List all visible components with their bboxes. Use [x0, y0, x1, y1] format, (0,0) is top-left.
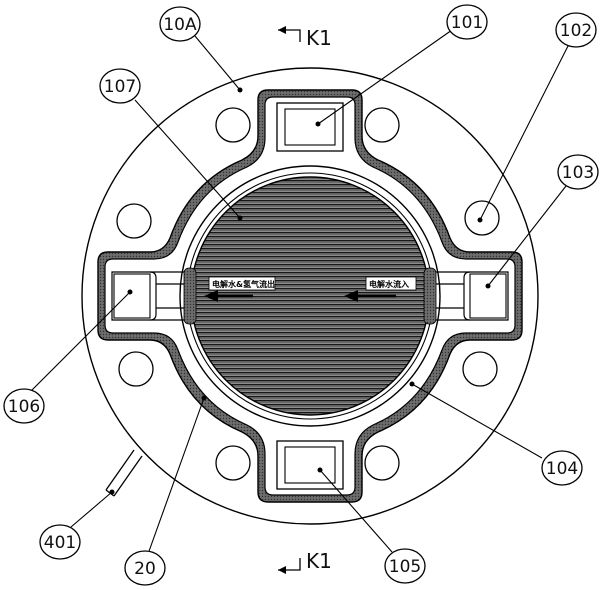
right-annotation-bg [365, 276, 417, 291]
right-inlet-mesh [423, 267, 437, 325]
bolt-holes [116, 107, 500, 481]
callout-10a: 10A [159, 6, 201, 42]
pipe-401 [105, 449, 143, 497]
leader-lines [29, 29, 569, 555]
callout-107: 107 [99, 68, 141, 104]
svg-text:105: 105 [389, 557, 421, 577]
port-bottom-inner [284, 446, 336, 484]
svg-text:101: 101 [451, 13, 483, 33]
callout-106: 106 [3, 388, 45, 424]
leader-dots [109, 87, 491, 495]
svg-text:20: 20 [134, 559, 156, 579]
left-channel-step [150, 271, 190, 321]
callout-103: 103 [557, 154, 599, 190]
svg-text:10A: 10A [163, 15, 197, 35]
section-mark-top: K1 [278, 26, 332, 50]
svg-text:K1: K1 [306, 26, 332, 50]
svg-text:107: 107 [104, 77, 136, 97]
right-flow-arrowhead [344, 290, 358, 302]
callout-105: 105 [384, 548, 426, 584]
left-inlet-mesh [183, 267, 197, 325]
right-annotation: 电解水流入 [369, 279, 409, 289]
right-channel-step [430, 271, 470, 321]
callout-102: 102 [555, 12, 597, 48]
section-mark-bottom: K1 [278, 549, 332, 574]
left-annotation-bg [208, 276, 276, 291]
port-right [469, 273, 507, 319]
callout-20: 20 [124, 550, 166, 586]
svg-text:103: 103 [562, 163, 594, 183]
left-flow-arrowhead [204, 290, 218, 302]
svg-text:104: 104 [546, 459, 578, 479]
port-left [113, 273, 151, 319]
callout-401: 401 [39, 524, 81, 560]
port-top-inner [284, 108, 336, 146]
callout-101: 101 [446, 4, 488, 40]
svg-text:401: 401 [44, 533, 76, 553]
svg-text:102: 102 [560, 21, 592, 41]
svg-text:K1: K1 [306, 549, 332, 573]
svg-text:106: 106 [8, 397, 40, 417]
left-annotation: 电解水&氢气流出 [212, 279, 275, 289]
callout-104: 104 [541, 450, 583, 486]
